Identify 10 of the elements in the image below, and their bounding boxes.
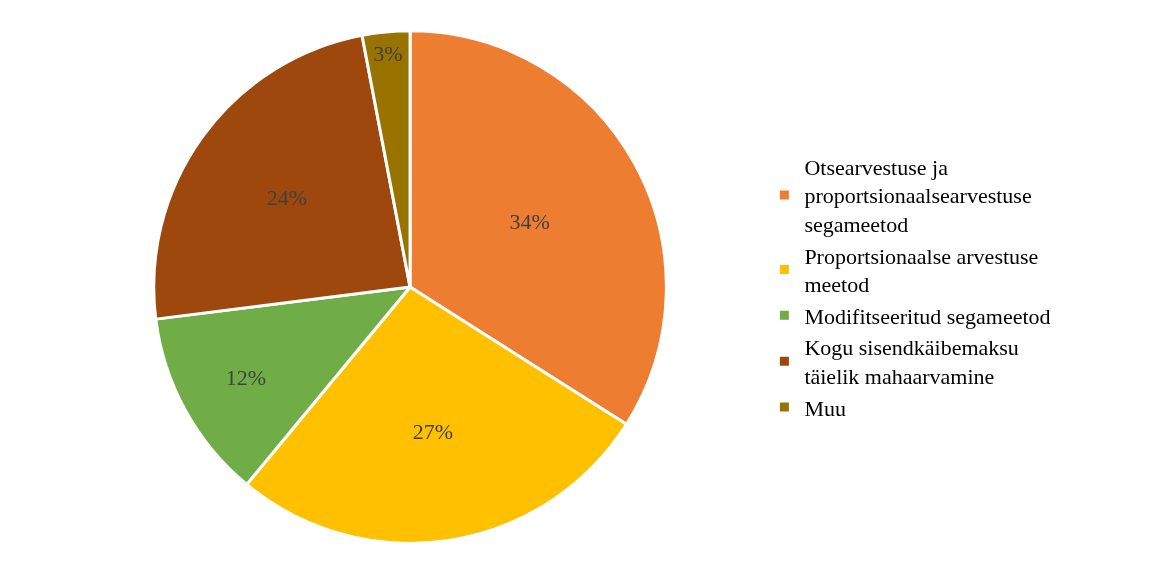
data-label: 24%	[266, 185, 308, 211]
legend-label: Modifitseeritud segameetod	[804, 303, 1051, 329]
legend-label: Proportsionaalse arvestuse meetod	[804, 243, 1039, 298]
legend-label: Otsearvestuse ja proportsionaalsearvestuse segameetod	[804, 154, 1032, 238]
legend-label: Muu	[804, 395, 846, 421]
legend-label: Kogu sisendkäibemaksu täielik mahaarvamine	[804, 335, 1019, 390]
data-label: 12%	[225, 364, 267, 390]
data-label: 3%	[373, 41, 403, 67]
data-label: 27%	[412, 419, 454, 445]
data-label: 34%	[509, 208, 550, 234]
